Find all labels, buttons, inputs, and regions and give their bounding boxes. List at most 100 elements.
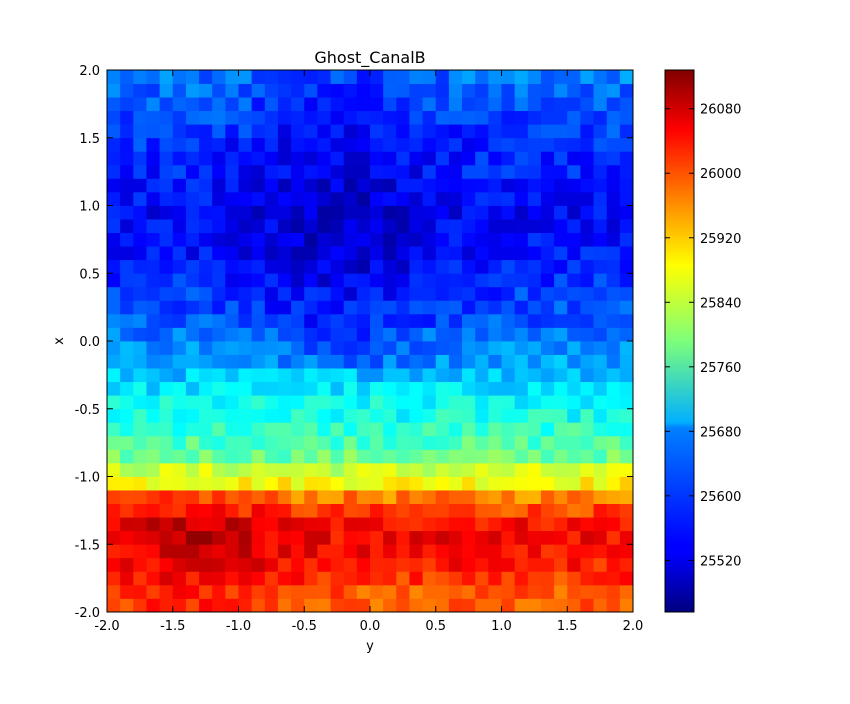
heatmap-cell	[383, 449, 397, 464]
heatmap-cell	[291, 517, 305, 532]
heatmap-cell	[527, 300, 542, 315]
heatmap-cell	[435, 462, 450, 477]
heatmap-cell	[606, 164, 621, 179]
heatmap-cell	[133, 490, 147, 504]
heatmap-cell	[488, 544, 502, 559]
heatmap-cell	[435, 273, 450, 288]
heatmap-cell	[185, 327, 200, 342]
heatmap-cell	[356, 462, 371, 477]
heatmap-cell	[554, 435, 568, 450]
heatmap-cell	[304, 422, 318, 437]
heatmap-cell	[356, 83, 371, 98]
heatmap-cell	[593, 164, 608, 179]
heatmap-cell	[448, 151, 463, 166]
heatmap-cell	[225, 395, 239, 410]
heatmap-cell	[199, 571, 213, 586]
heatmap-cell	[448, 327, 463, 342]
heatmap-cell	[264, 381, 279, 396]
heatmap-cell	[185, 503, 200, 518]
heatmap-cell	[291, 571, 305, 586]
heatmap-cell	[343, 191, 358, 206]
heatmap-cell	[330, 503, 345, 518]
heatmap-cell	[264, 164, 279, 179]
heatmap-cell	[172, 286, 187, 301]
heatmap-cell	[580, 191, 594, 206]
heatmap-cell	[527, 584, 542, 599]
heatmap-cell	[343, 70, 358, 84]
heatmap-cell	[554, 313, 568, 328]
heatmap-cell	[146, 124, 160, 139]
heatmap-cell	[212, 327, 226, 342]
heatmap-cell	[291, 368, 305, 383]
heatmap-cell	[343, 462, 358, 477]
heatmap-cell	[409, 598, 423, 613]
heatmap-cell	[356, 191, 371, 206]
heatmap-cell	[619, 490, 634, 504]
heatmap-cell	[120, 246, 134, 261]
heatmap-cell	[527, 259, 542, 274]
y-tick-label: -1.0	[75, 471, 100, 486]
heatmap-cell	[606, 503, 621, 518]
heatmap-cell	[462, 124, 476, 139]
heatmap-cell	[567, 408, 581, 423]
heatmap-cell	[409, 395, 423, 410]
heatmap-cell	[409, 205, 423, 220]
heatmap-cell	[396, 530, 410, 545]
heatmap-cell	[501, 449, 516, 464]
heatmap-cell	[619, 246, 634, 261]
heatmap-cell	[212, 164, 226, 179]
heatmap-cell	[448, 232, 463, 247]
heatmap-cell	[501, 435, 516, 450]
heatmap-cell	[199, 490, 213, 504]
heatmap-cell	[251, 435, 266, 450]
heatmap-cell	[383, 178, 397, 193]
heatmap-cell	[488, 110, 502, 125]
heatmap-cell	[370, 300, 384, 315]
heatmap-cell	[409, 273, 423, 288]
heatmap-cell	[514, 137, 529, 152]
heatmap-cell	[448, 191, 463, 206]
heatmap-cell	[501, 151, 516, 166]
heatmap-cell	[567, 300, 581, 315]
heatmap-cell	[277, 300, 292, 315]
heatmap-cell	[277, 598, 292, 613]
heatmap-cell	[488, 503, 502, 518]
heatmap-cell	[304, 151, 318, 166]
heatmap-cell	[448, 219, 463, 233]
heatmap-cell	[120, 341, 134, 355]
heatmap-cell	[212, 137, 226, 152]
heatmap-cell	[488, 219, 502, 233]
heatmap-cell	[580, 300, 594, 315]
heatmap-cell	[514, 164, 529, 179]
heatmap-cell	[619, 327, 634, 342]
heatmap-cell	[225, 341, 239, 355]
heatmap-cell	[396, 557, 410, 572]
heatmap-cell	[107, 286, 121, 301]
heatmap-cell	[422, 246, 437, 261]
heatmap-cell	[462, 300, 476, 315]
heatmap-cell	[277, 408, 292, 423]
heatmap-cell	[317, 83, 331, 98]
heatmap-cell	[540, 408, 555, 423]
heatmap-cell	[146, 341, 160, 355]
heatmap-cell	[107, 341, 121, 355]
heatmap-cell	[199, 83, 213, 98]
heatmap-cell	[554, 246, 568, 261]
heatmap-cell	[199, 381, 213, 396]
heatmap-cell	[554, 151, 568, 166]
heatmap-cell	[238, 422, 253, 437]
heatmap-cell	[383, 232, 397, 247]
heatmap-cell	[238, 517, 253, 532]
heatmap-cell	[540, 354, 555, 369]
heatmap-cell	[107, 395, 121, 410]
heatmap-cell	[199, 544, 213, 559]
heatmap-cell	[277, 530, 292, 545]
heatmap-cell	[330, 462, 345, 477]
heatmap-cell	[540, 422, 555, 437]
heatmap-cell	[159, 232, 174, 247]
heatmap-cell	[238, 124, 253, 139]
heatmap-cell	[212, 286, 226, 301]
heatmap-cell	[540, 571, 555, 586]
colorbar-tick-label: 26000	[700, 167, 741, 182]
heatmap-cell	[212, 178, 226, 193]
